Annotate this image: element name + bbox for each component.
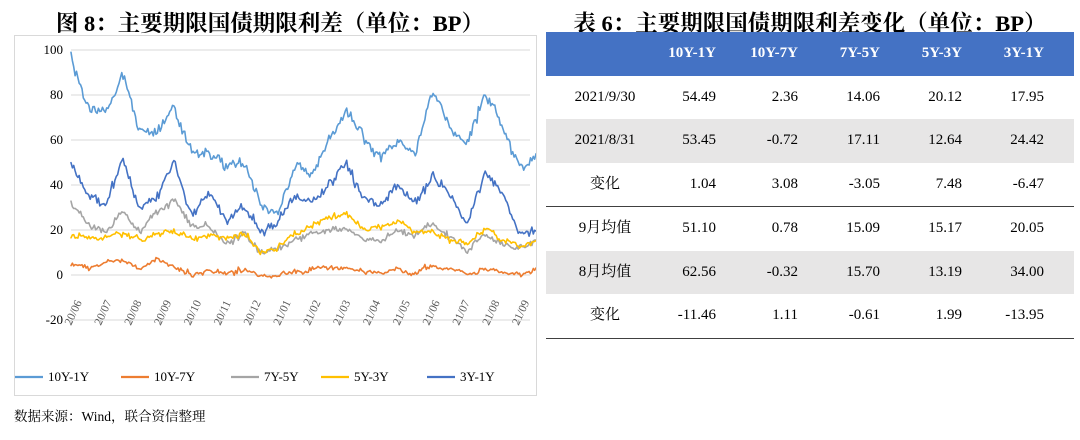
- svg-text:21/06: 21/06: [421, 298, 443, 327]
- svg-text:7Y-5Y: 7Y-5Y: [264, 369, 299, 384]
- svg-text:0: 0: [57, 267, 64, 282]
- svg-text:40: 40: [50, 177, 63, 192]
- svg-text:20/07: 20/07: [93, 298, 115, 327]
- svg-text:20: 20: [50, 222, 63, 237]
- svg-text:5Y-3Y: 5Y-3Y: [354, 369, 389, 384]
- svg-text:21/05: 21/05: [391, 298, 413, 327]
- svg-text:21/08: 21/08: [481, 298, 503, 327]
- svg-text:-20: -20: [46, 312, 63, 327]
- svg-text:21/03: 21/03: [331, 298, 353, 327]
- svg-text:3Y-1Y: 3Y-1Y: [460, 369, 495, 384]
- svg-text:20/11: 20/11: [212, 299, 234, 328]
- svg-text:20/06: 20/06: [63, 298, 85, 327]
- svg-text:21/02: 21/02: [302, 298, 324, 327]
- svg-text:20/12: 20/12: [242, 298, 264, 327]
- svg-text:21/07: 21/07: [451, 298, 473, 327]
- svg-text:21/01: 21/01: [272, 298, 294, 327]
- svg-text:21/04: 21/04: [361, 298, 383, 327]
- svg-text:60: 60: [50, 132, 63, 147]
- svg-text:10Y-7Y: 10Y-7Y: [154, 369, 196, 384]
- svg-text:20/10: 20/10: [182, 298, 204, 327]
- svg-text:80: 80: [50, 87, 63, 102]
- svg-text:100: 100: [44, 42, 64, 57]
- svg-text:21/09: 21/09: [510, 298, 532, 327]
- svg-text:10Y-1Y: 10Y-1Y: [48, 369, 90, 384]
- svg-text:20/09: 20/09: [152, 298, 174, 327]
- svg-text:20/08: 20/08: [123, 298, 145, 327]
